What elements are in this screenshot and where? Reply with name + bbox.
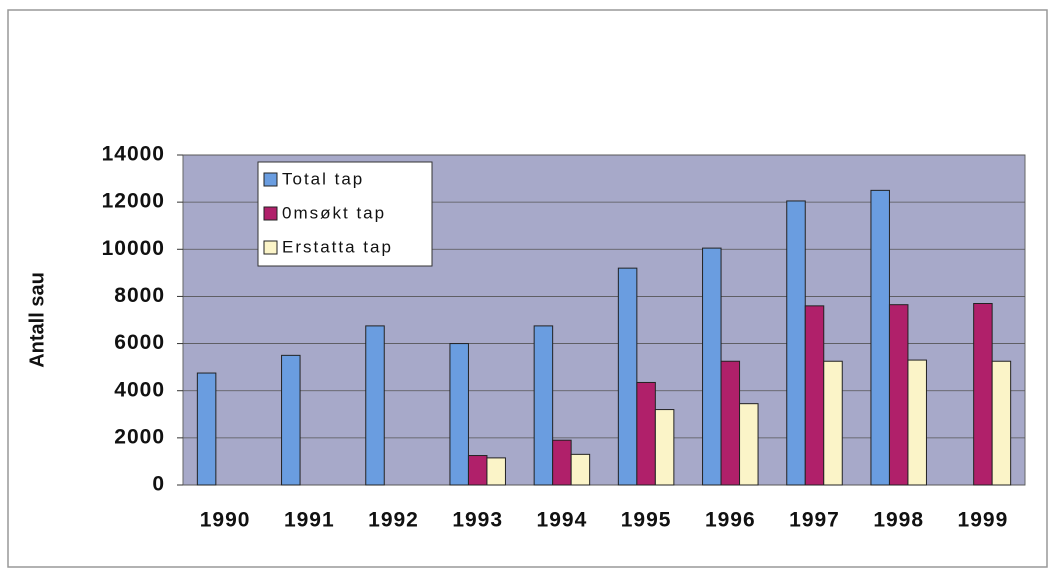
x-tick-label: 1992	[368, 509, 419, 532]
bar	[552, 439, 572, 486]
y-tick-label: 14000	[102, 143, 165, 166]
bar	[870, 189, 890, 486]
y-axis-label: Antall sau	[26, 272, 48, 368]
legend-swatch	[263, 206, 278, 221]
legend-swatch	[263, 240, 278, 255]
bar	[823, 360, 843, 486]
legend-label: Total tap	[282, 169, 364, 188]
y-tick-label: 2000	[114, 425, 165, 448]
bar	[570, 453, 591, 486]
bar	[449, 343, 469, 486]
legend-label: 0msøkt tap	[282, 203, 386, 222]
bar	[702, 247, 722, 486]
legend-label: Erstatta tap	[282, 237, 393, 256]
bar	[281, 354, 301, 486]
x-tick-label: 1997	[789, 509, 840, 532]
x-tick-label: 1996	[705, 509, 756, 532]
legend-swatch	[263, 172, 278, 187]
y-tick-label: 6000	[114, 331, 165, 354]
legend-box	[257, 161, 433, 267]
bar	[467, 455, 488, 486]
bar	[365, 325, 385, 486]
x-tick-label: 1999	[958, 509, 1009, 532]
x-tick-label: 1990	[200, 509, 251, 532]
bar	[617, 267, 638, 486]
y-tick-label: 0	[152, 473, 165, 496]
bar	[486, 457, 506, 486]
bar	[196, 372, 217, 486]
x-tick-label: 1993	[452, 509, 503, 532]
bar	[533, 325, 554, 486]
x-tick-label: 1991	[284, 509, 335, 532]
bar	[786, 200, 806, 486]
y-tick-label: 8000	[114, 284, 165, 307]
bar	[888, 304, 909, 486]
bar	[720, 360, 741, 486]
x-tick-label: 1995	[621, 509, 672, 532]
bar	[991, 360, 1012, 486]
bar	[636, 381, 656, 486]
bar	[907, 359, 927, 486]
y-tick-label: 10000	[102, 237, 165, 260]
x-tick-label: 1994	[537, 509, 588, 532]
x-tick-label: 1998	[873, 509, 924, 532]
y-tick-label: 12000	[102, 190, 165, 213]
bar	[654, 409, 675, 486]
y-tick-label: 4000	[114, 378, 165, 401]
bar	[804, 305, 825, 486]
bar	[739, 403, 759, 486]
bar	[973, 303, 993, 486]
